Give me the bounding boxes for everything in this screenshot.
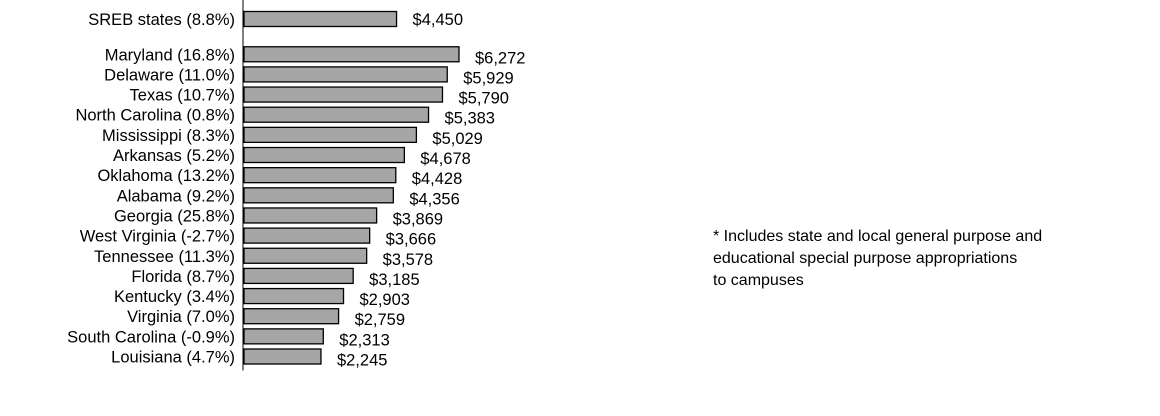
data-label: $2,245 (337, 352, 387, 370)
data-label: $5,029 (432, 130, 482, 148)
bar (243, 126, 418, 144)
category-label: Oklahoma (13.2%) (97, 167, 235, 185)
data-label: $4,356 (409, 190, 459, 208)
bar (243, 308, 340, 325)
category-label: Louisiana (4.7%) (111, 349, 235, 367)
bar (243, 267, 354, 285)
bar (243, 66, 448, 83)
footnote: * Includes state and local general purpo… (713, 228, 1043, 289)
category-label: South Carolina (-0.9%) (67, 328, 235, 346)
bar (243, 86, 444, 103)
bar (243, 10, 398, 28)
bar (243, 46, 460, 63)
category-label: Florida (8.7%) (131, 268, 235, 286)
data-label: $3,578 (383, 251, 433, 269)
bar (243, 247, 368, 264)
data-label: $5,383 (445, 110, 495, 128)
category-label: North Carolina (0.8%) (75, 107, 235, 125)
category-label: Kentucky (3.4%) (114, 288, 235, 306)
category-label: Tennessee (11.3%) (94, 248, 235, 266)
category-label: Virginia (7.0%) (127, 308, 235, 326)
category-label: Alabama (9.2%) (117, 187, 235, 205)
bar (243, 146, 406, 164)
bar (243, 348, 322, 365)
bar (243, 106, 430, 123)
category-label: Georgia (25.8%) (114, 207, 235, 225)
data-label: $3,185 (369, 271, 419, 289)
bar (243, 207, 378, 224)
category-label: Maryland (16.8%) (105, 46, 235, 64)
data-label: $6,272 (475, 49, 525, 67)
category-label: SREB states (8.8%) (88, 11, 235, 29)
data-label: $2,759 (355, 311, 405, 329)
category-label: Mississippi (8.3%) (102, 127, 235, 145)
data-label: $5,790 (458, 90, 508, 108)
data-label: $4,450 (413, 11, 463, 29)
data-label: $3,666 (386, 231, 436, 249)
data-label: $5,929 (463, 69, 513, 87)
category-label: West Virginia (-2.7%) (80, 228, 235, 246)
category-label: Delaware (11.0%) (104, 66, 235, 84)
data-label: $3,869 (393, 210, 443, 228)
data-label: $4,678 (420, 150, 470, 168)
data-label: $2,903 (360, 291, 410, 309)
category-label: Texas (10.7%) (130, 87, 235, 105)
category-label: Arkansas (5.2%) (113, 147, 235, 165)
data-label: $2,313 (339, 331, 389, 349)
bar (243, 328, 324, 345)
bar (243, 167, 397, 184)
bar (243, 187, 394, 204)
bar (243, 227, 371, 244)
data-label: $4,428 (412, 170, 462, 188)
bar (243, 287, 345, 305)
